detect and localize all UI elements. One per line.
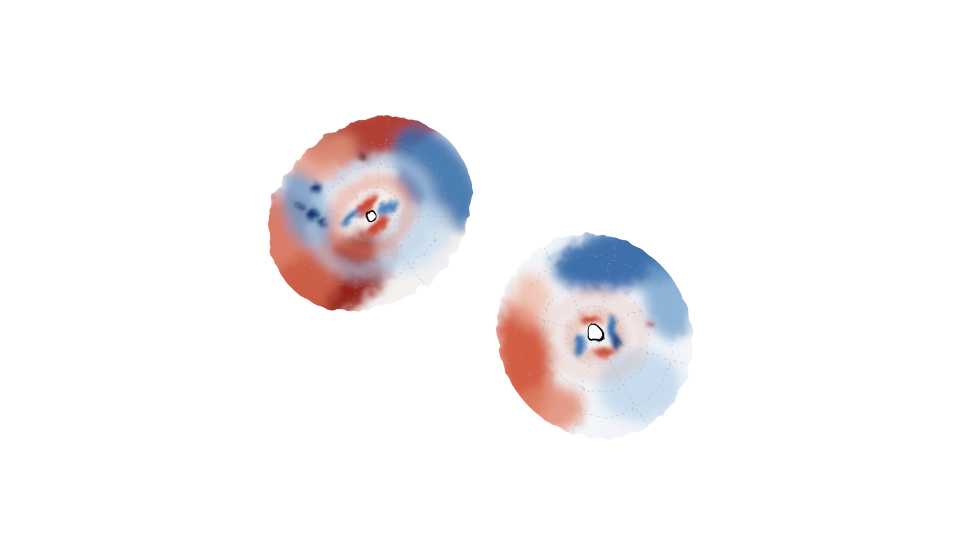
disk-right-center-marker bbox=[587, 325, 603, 343]
disk-right bbox=[480, 220, 710, 450]
disk-left-center-marker bbox=[364, 209, 376, 221]
disk-left bbox=[238, 100, 500, 343]
